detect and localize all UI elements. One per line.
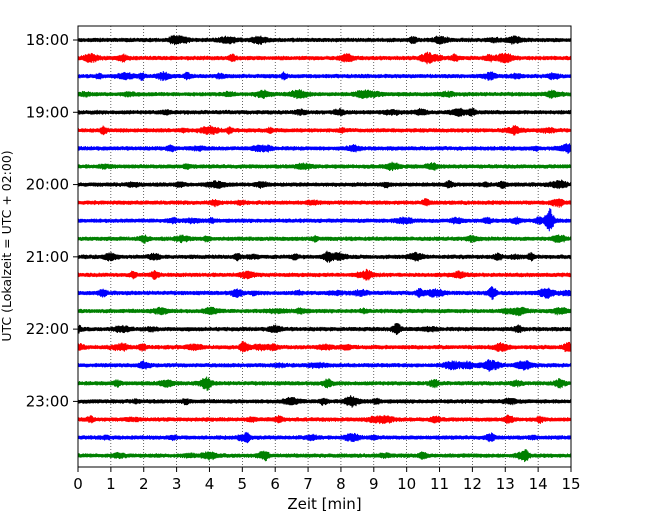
x-tick-label: 11 [430, 475, 449, 493]
y-tick-label: 18:00 [26, 31, 69, 49]
x-tick-label: 15 [561, 475, 580, 493]
x-tick-label: 5 [238, 475, 248, 493]
x-tick-label: 14 [529, 475, 548, 493]
x-tick-label: 6 [270, 475, 280, 493]
x-tick-label: 0 [73, 475, 83, 493]
y-axis-ticks: 18:00 19:00 20:00 21:00 22:00 23:00 [26, 31, 78, 410]
y-tick-label: 22:00 [26, 320, 69, 338]
x-axis-label: Zeit [min] [287, 495, 361, 513]
x-tick-label: 9 [369, 475, 379, 493]
x-tick-label: 12 [463, 475, 482, 493]
x-tick-label: 2 [139, 475, 149, 493]
x-tick-label: 13 [496, 475, 515, 493]
y-tick-label: 23:00 [26, 392, 69, 410]
y-axis-label: UTC (Lokalzeit = UTC + 02:00) [0, 150, 14, 341]
y-tick-label: 21:00 [26, 248, 69, 266]
x-tick-label: 4 [205, 475, 215, 493]
x-tick-label: 10 [397, 475, 416, 493]
trace-line [77, 71, 572, 82]
x-axis-ticks: 0 1 2 3 4 5 6 7 8 9 10 11 12 13 14 15 [73, 467, 581, 493]
x-tick-label: 1 [106, 475, 116, 493]
x-tick-label: 3 [172, 475, 182, 493]
trace-series [77, 34, 572, 463]
y-tick-label: 20:00 [26, 176, 69, 194]
x-tick-label: 8 [336, 475, 346, 493]
x-tick-label: 7 [303, 475, 313, 493]
y-tick-label: 19:00 [26, 103, 69, 121]
plot-frame [77, 25, 572, 468]
